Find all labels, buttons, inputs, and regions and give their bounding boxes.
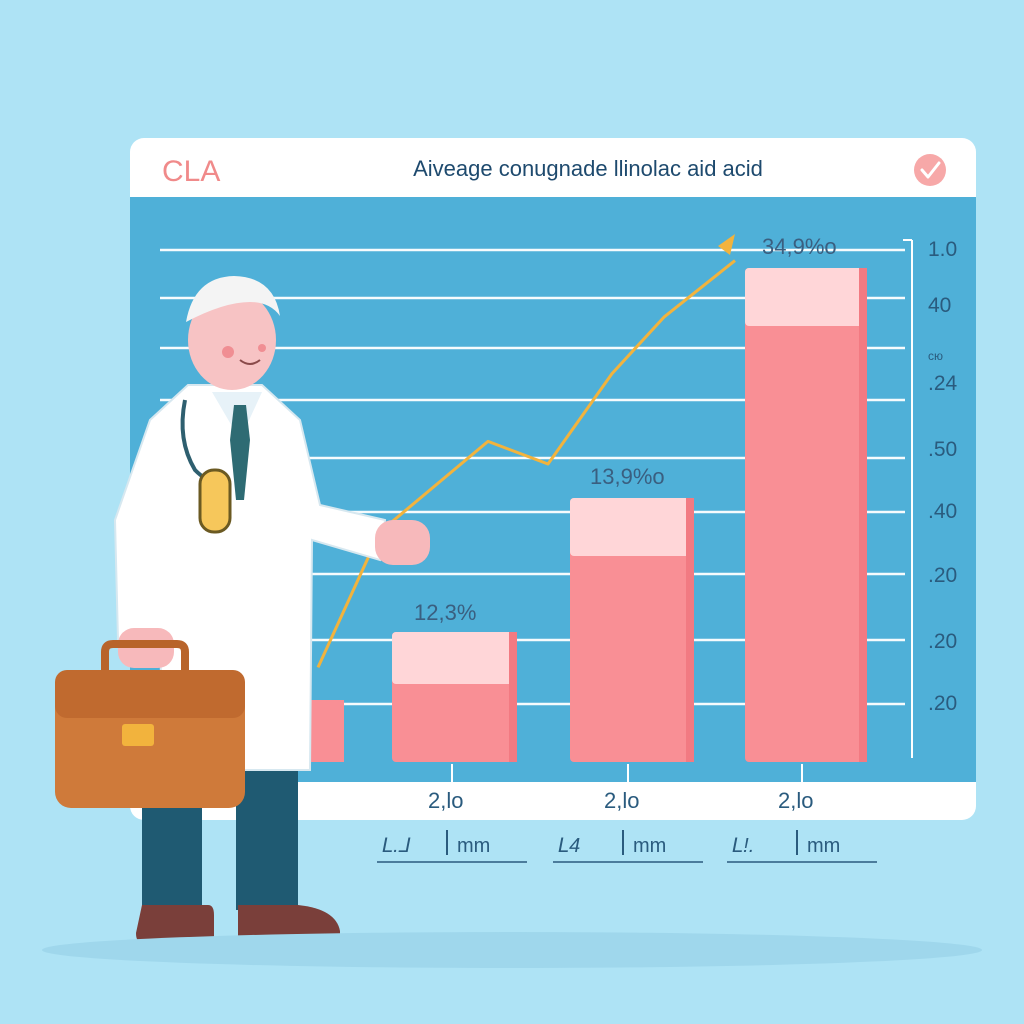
- bar-1: [570, 498, 694, 762]
- tick-label-0: 1.0: [928, 238, 957, 261]
- tick-label-5: .40: [928, 500, 957, 523]
- unit-label-1: mm: [633, 835, 666, 857]
- value-label-2: 34,9%o: [762, 234, 837, 259]
- bar-side-0: [509, 632, 517, 762]
- tick-label-1: 40: [928, 294, 951, 317]
- tick-labels: 1.0 40 cю .24 .50 .40 .20 .20 .20: [928, 238, 958, 715]
- bar-top-2: [745, 268, 867, 326]
- tick-label-7: .20: [928, 630, 957, 653]
- unit-label-2: mm: [807, 835, 840, 857]
- floor-shadow: [42, 932, 982, 968]
- bar-top-1: [570, 498, 694, 556]
- bar-side-2: [859, 268, 867, 762]
- check-circle-icon[interactable]: [914, 154, 946, 186]
- bars: [302, 268, 867, 762]
- tick-label-3: .24: [928, 372, 958, 395]
- value-label-0: 12,3%: [414, 600, 476, 625]
- briefcase-icon: [55, 640, 245, 808]
- tick-label-4: .50: [928, 438, 957, 461]
- unit-value-0: ᒪ.ᒧ: [382, 835, 411, 857]
- tick-label-8: .20: [928, 692, 957, 715]
- bar-top-0: [392, 632, 517, 684]
- bar-side-1: [686, 498, 694, 762]
- value-label-1: 13,9%o: [590, 464, 665, 489]
- trend-arrowhead: [718, 234, 735, 255]
- category-label-1: 2,lo: [604, 788, 639, 813]
- category-label-2: 2,lo: [778, 788, 813, 813]
- category-labels: 2,lo ᒪ.ᒧ mm 2,lo ᒪ4 mm 2,lo ᒪ!. mm: [377, 764, 877, 863]
- tick-label-6: .20: [928, 564, 957, 587]
- unit-value-1: ᒪ4: [558, 835, 580, 857]
- tick-label-2: cю: [928, 349, 943, 363]
- brand-label: CLA: [162, 155, 220, 188]
- right-axis: [903, 239, 913, 758]
- bar-2: [745, 268, 867, 762]
- chart-title: Aiveage conugnade llinolac aid acid: [413, 156, 763, 181]
- category-label-0: 2,lo: [428, 788, 463, 813]
- unit-value-2: ᒪ!.: [732, 835, 754, 857]
- value-labels: 12,3% 13,9%o 34,9%o: [414, 234, 837, 625]
- unit-label-0: mm: [457, 835, 490, 857]
